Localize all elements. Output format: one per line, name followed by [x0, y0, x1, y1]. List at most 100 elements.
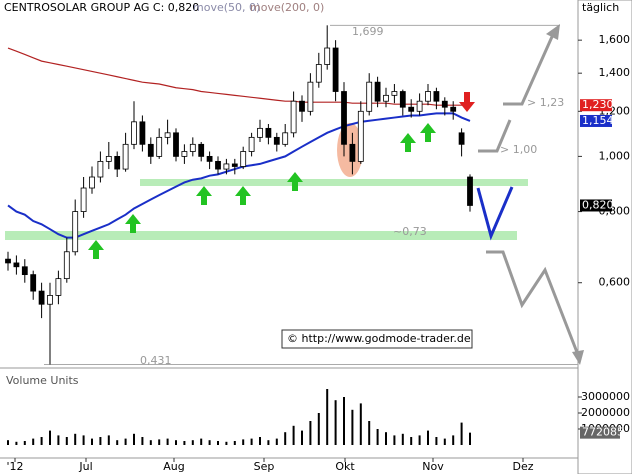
volume-last-label: 772085	[582, 426, 624, 439]
candle-body	[315, 64, 322, 83]
candle-body	[391, 91, 398, 96]
volume-bar	[275, 438, 278, 445]
candle-body	[131, 121, 137, 145]
support-label: ~0,73	[393, 225, 427, 238]
last-value-label: 0,820	[582, 198, 614, 211]
volume-bar	[267, 440, 270, 445]
volume-tick-label: 2000000	[581, 406, 630, 419]
candle-body	[231, 163, 238, 167]
volume-bar	[410, 437, 413, 445]
volume-bar	[460, 422, 463, 445]
volume-bar	[32, 438, 35, 445]
volume-bar	[116, 440, 119, 445]
volume-bar	[233, 441, 236, 445]
red-arrow	[459, 92, 475, 112]
volume-bar	[217, 441, 219, 445]
source: © http://www.godmode-trader.de	[287, 332, 471, 345]
candle-body	[147, 143, 154, 157]
candle-body	[173, 132, 179, 157]
candle-body	[332, 47, 339, 92]
volume-bar	[200, 438, 203, 445]
candle-body	[425, 91, 431, 102]
volume-bar	[301, 430, 303, 445]
volume-bar	[334, 400, 337, 445]
volume-bar	[15, 441, 18, 445]
candle-body	[156, 136, 163, 157]
candle-body	[366, 81, 373, 112]
candle-body	[63, 251, 70, 280]
volume-bar	[133, 433, 135, 445]
volume-bar	[435, 437, 438, 445]
candle-body	[105, 155, 112, 162]
volume-bar	[65, 437, 68, 445]
candle-body	[290, 100, 297, 134]
volume-bar	[259, 437, 261, 445]
candle-body	[357, 110, 364, 162]
candle-body	[248, 136, 255, 152]
candle-body	[55, 278, 62, 296]
candle-body	[13, 262, 20, 268]
volume-bar	[74, 433, 77, 445]
y-tick-label: 0,600	[599, 276, 631, 289]
candle-body	[223, 163, 230, 170]
scenario-v	[476, 186, 514, 241]
volume-bar	[7, 440, 9, 445]
volume-bar	[284, 432, 287, 445]
candle-body	[21, 266, 28, 276]
last-value-box	[580, 199, 612, 212]
volume-bar	[359, 403, 362, 445]
x-tick-label: Jul	[78, 460, 92, 473]
period-label: täglich	[582, 1, 619, 14]
volume-bar	[292, 425, 295, 445]
candle-body	[198, 143, 205, 157]
volume-bar	[149, 440, 152, 445]
candle-body	[206, 155, 213, 162]
volume-tick-label: 3000000	[581, 390, 630, 403]
candle-body	[5, 258, 11, 264]
y-tick-label: 1,400	[599, 66, 631, 79]
candle-body	[139, 121, 146, 145]
legend-entry: move(50, 0)	[193, 1, 260, 14]
candle-body	[114, 155, 121, 170]
moving-average	[7, 112, 471, 239]
x-tick-label: Nov	[422, 460, 444, 473]
volume-bar	[242, 439, 245, 445]
volume-bar	[191, 440, 194, 445]
volume-last-box	[580, 426, 620, 439]
candle-body	[399, 91, 406, 108]
volume-bar	[175, 440, 177, 445]
candle-body	[189, 143, 196, 152]
candle-body	[307, 81, 314, 112]
green-arrows	[88, 123, 436, 259]
volume-bar	[368, 421, 371, 445]
candle-body	[181, 151, 188, 157]
volume-bar	[49, 430, 51, 445]
low-label: 0,431	[140, 354, 172, 367]
volume-bar	[443, 438, 446, 445]
candle-body	[215, 160, 221, 170]
candle-body	[441, 100, 448, 108]
volume-bar	[166, 438, 169, 445]
volume-bar	[208, 440, 211, 445]
high-label: 1,699	[352, 25, 384, 38]
volume-bar	[225, 441, 228, 445]
y-tick-label: 1,600	[599, 33, 631, 46]
candle-body	[240, 151, 247, 167]
last-value-box	[580, 99, 612, 112]
volume-bar	[452, 435, 455, 445]
last-value-label: 1,230	[582, 98, 614, 111]
volume-bar	[376, 429, 379, 445]
candle-body	[349, 143, 356, 162]
candle-body	[467, 176, 473, 206]
x-tick-label: '12	[6, 460, 23, 473]
resistance-band	[140, 179, 528, 186]
volume-bar	[91, 438, 93, 445]
candle-body	[383, 94, 389, 102]
candle-body	[433, 91, 440, 102]
candle-body	[374, 81, 381, 102]
support-band	[5, 231, 517, 240]
volume-bar	[40, 437, 43, 445]
volume-bar	[427, 430, 429, 445]
volume-bar	[250, 438, 253, 445]
candle-body	[282, 132, 289, 145]
